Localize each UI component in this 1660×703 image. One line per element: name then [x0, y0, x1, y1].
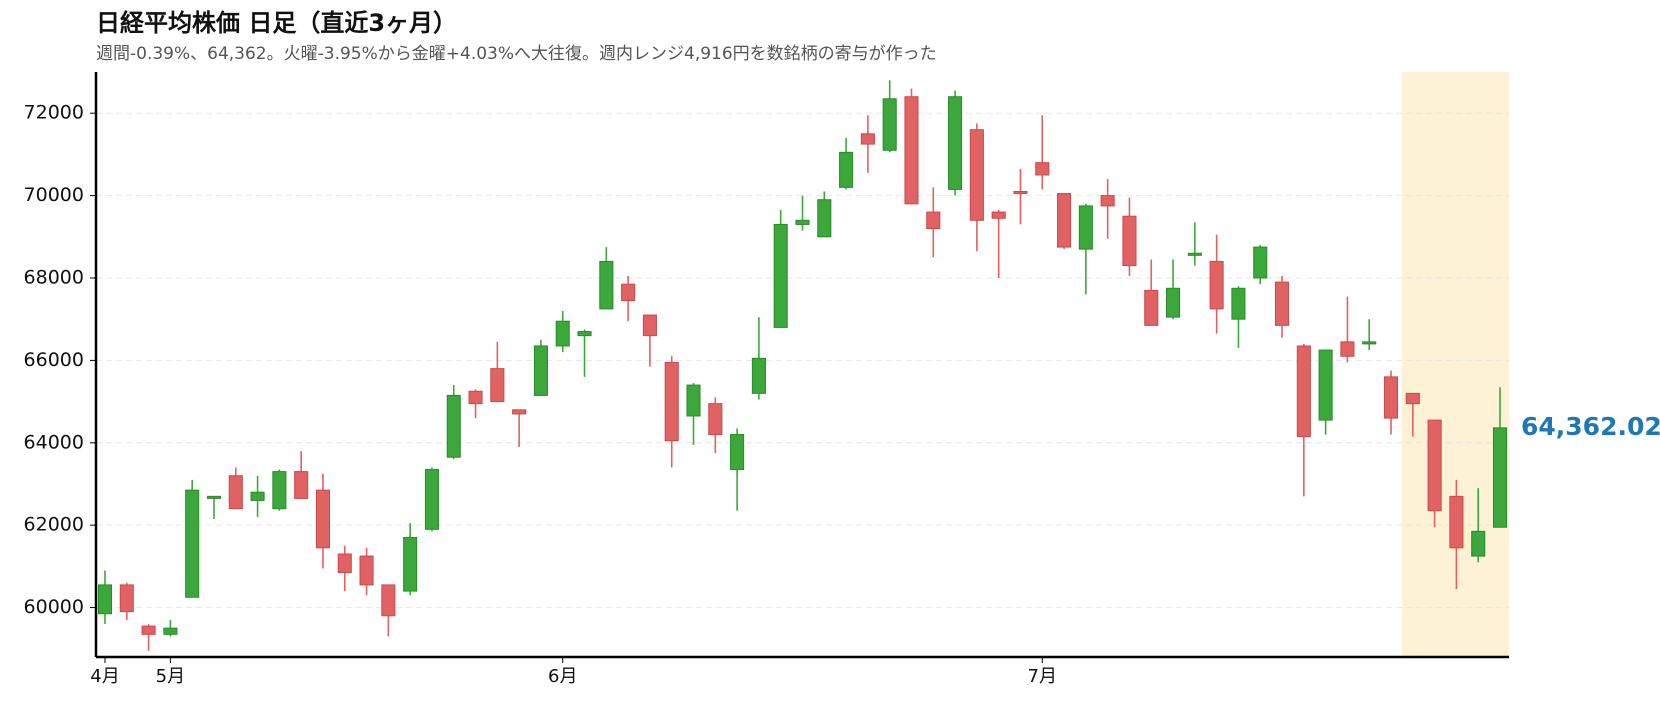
candle-body [860, 133, 875, 145]
candle-body [795, 219, 810, 225]
candle-body [904, 96, 919, 205]
candle-body [839, 151, 854, 188]
candle-body [686, 384, 701, 417]
candle-body [577, 331, 592, 337]
candle-body [1383, 376, 1399, 419]
candle-body [1318, 349, 1333, 421]
candle-body [708, 403, 723, 436]
y-tick-label: 64000 [24, 431, 84, 453]
candle-body [228, 475, 243, 510]
candle-body [272, 471, 287, 510]
candle-body [533, 345, 548, 396]
candle-body [424, 469, 439, 530]
candle-body [817, 199, 832, 238]
candle-body [1471, 530, 1486, 557]
candle-body [359, 555, 374, 586]
candle-body [250, 491, 265, 501]
y-tick-label: 72000 [24, 102, 84, 124]
candle-body [1427, 419, 1442, 512]
candle-body [1449, 495, 1464, 549]
candle-body [642, 314, 657, 337]
y-tick-label: 60000 [24, 596, 84, 618]
y-tick-label: 70000 [24, 184, 84, 206]
candle-body [185, 489, 200, 598]
x-tick-label: 7月 [1028, 666, 1057, 687]
candle-body [97, 584, 113, 615]
candle-body [1405, 392, 1420, 405]
candle-body [119, 584, 134, 613]
candle-body [403, 537, 418, 592]
candle-body [730, 434, 745, 471]
x-tick-label: 5月 [156, 666, 185, 687]
candle-body [315, 489, 331, 549]
candle-body [1187, 252, 1202, 256]
y-tick-label: 68000 [24, 266, 84, 288]
candle-body [1296, 345, 1311, 438]
candle-body [751, 357, 766, 394]
candle-body [991, 211, 1006, 219]
candle-body [1078, 205, 1093, 250]
candle-body [1340, 341, 1355, 357]
candle-body [512, 409, 527, 415]
candle-body [948, 96, 963, 190]
candle-body [1166, 287, 1181, 318]
candle-body [490, 368, 505, 403]
candle-body [664, 361, 679, 442]
x-tick-label: 4月 [90, 666, 119, 687]
candle-body [555, 320, 570, 347]
candle-body [1362, 341, 1377, 345]
candle-body [294, 471, 309, 499]
candle-body [1122, 215, 1137, 267]
candle-body [1144, 289, 1159, 326]
candle-body [1274, 281, 1290, 326]
candle-body [599, 261, 614, 310]
candle-body [1231, 287, 1246, 320]
candle-body [446, 394, 461, 458]
chart-subtitle: 週間-0.39%、64,362。火曜-3.95%から金曜+4.03%へ大往復。週… [96, 44, 937, 64]
y-tick-label: 66000 [24, 349, 84, 371]
candle-body [882, 98, 897, 151]
candle-body [1209, 261, 1224, 310]
candle-body [1013, 190, 1028, 195]
candle-body [1100, 195, 1115, 207]
candle-body [337, 553, 352, 574]
highlight-band [1401, 72, 1509, 657]
y-tick-label: 62000 [24, 514, 84, 536]
chart-title: 日経平均株価 日足（直近3ヶ月） [96, 9, 457, 37]
candle-body [773, 223, 788, 328]
candle-body [1057, 193, 1072, 248]
last-close-label: 64,362.02 [1521, 412, 1660, 441]
candle-body [468, 390, 483, 405]
candle-body [206, 495, 222, 499]
candle-body [1035, 162, 1050, 176]
candle-body [1492, 427, 1508, 528]
candle-body [969, 129, 984, 221]
x-tick-label: 6月 [548, 666, 577, 687]
candle-body [141, 625, 156, 635]
candle-body [381, 584, 396, 617]
candle-body [926, 211, 941, 230]
candle-body [621, 283, 636, 302]
candle-body [163, 627, 178, 635]
candle-body [1253, 246, 1268, 279]
